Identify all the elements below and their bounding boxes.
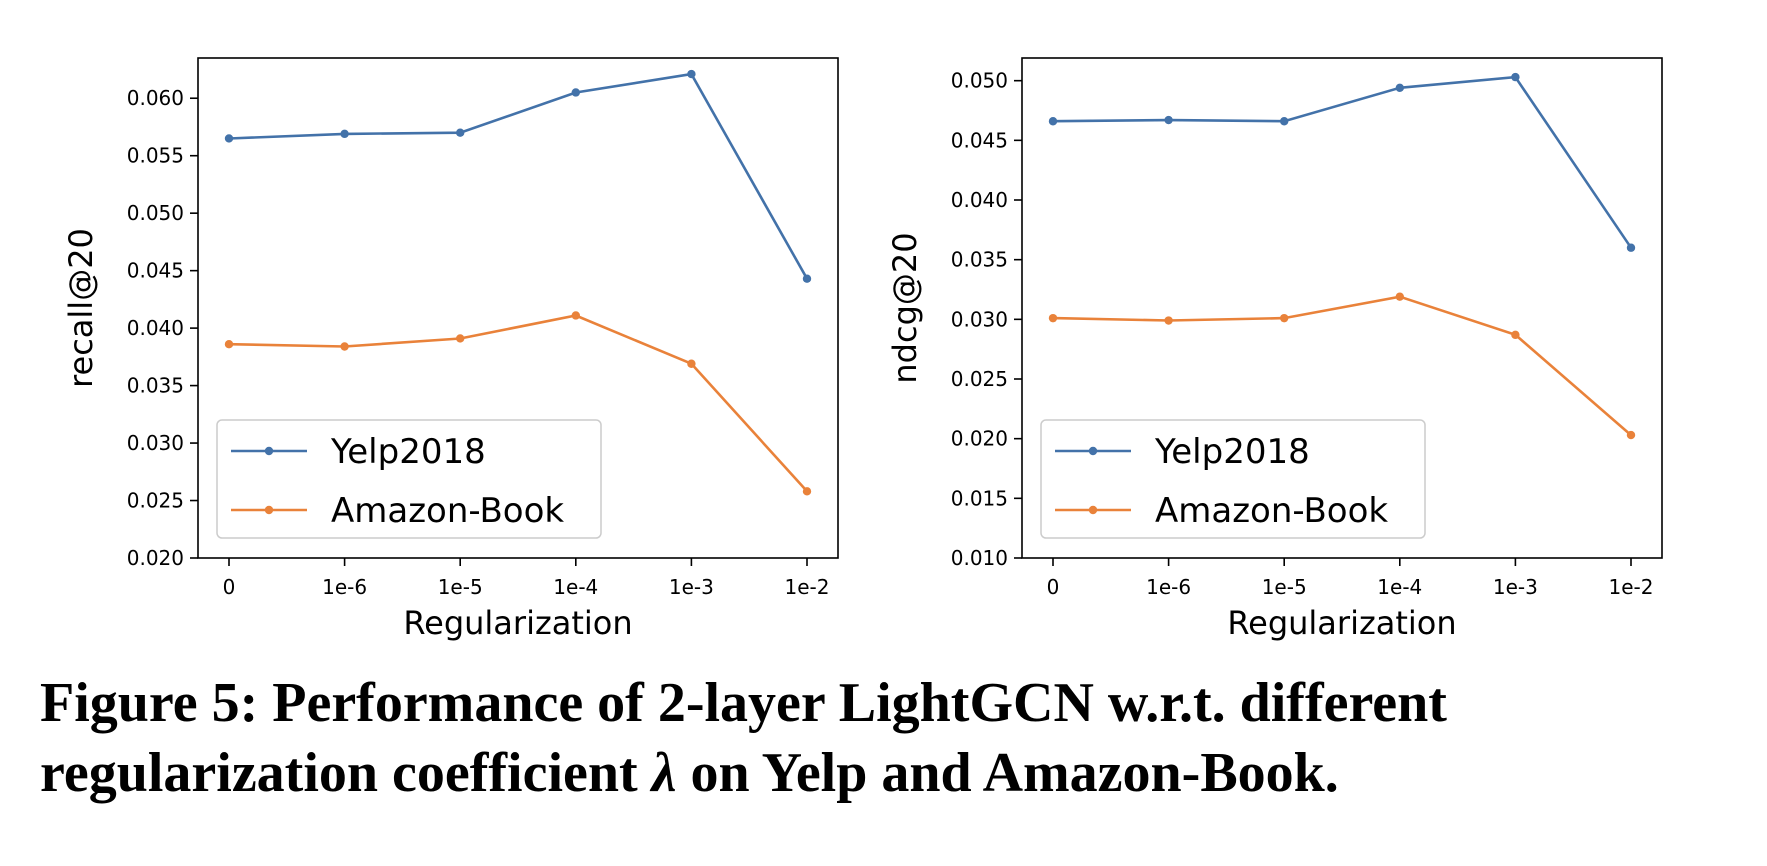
legend-label: Yelp2018 — [330, 432, 486, 472]
legend: Yelp2018 Amazon-Book — [216, 419, 602, 539]
y-tick-label: 0.050 — [951, 69, 1008, 93]
x-tick-label: 0 — [1047, 575, 1060, 599]
y-tick-label: 0.030 — [127, 431, 184, 455]
data-point — [1280, 117, 1289, 126]
data-point — [224, 134, 234, 143]
caption-line-2: regularization coefficient λ on Yelp and… — [40, 738, 1740, 808]
data-point — [1395, 83, 1405, 93]
plot-frame — [1021, 57, 1663, 559]
y-tick-label: 0.040 — [951, 188, 1008, 212]
plot-frame — [197, 57, 839, 559]
x-tick-label: 1e-4 — [1377, 575, 1422, 599]
y-tick-label: 0.015 — [951, 486, 1008, 510]
legend-marker — [1088, 505, 1098, 515]
x-tick-label: 1e-6 — [1146, 575, 1191, 599]
data-point — [1164, 115, 1173, 125]
data-point — [802, 487, 812, 496]
y-axis-label: recall@20 — [62, 228, 100, 388]
data-point — [571, 311, 580, 320]
data-point — [224, 340, 234, 349]
data-point — [802, 274, 812, 283]
series-line — [1052, 75, 1633, 249]
data-point — [687, 69, 696, 79]
x-tick-label: 1e-3 — [1493, 575, 1538, 599]
x-tick-label: 1e-3 — [669, 575, 714, 599]
chart-panel-1: 0.020 0.025 0.030 0.035 0.040 0.045 0.050 0.055… — [62, 57, 839, 642]
caption-line-1: Figure 5: Performance of 2-layer LightGC… — [40, 672, 1447, 734]
y-tick-label: 0.035 — [951, 248, 1008, 272]
caption-line-2-start: regularization coefficient — [40, 742, 652, 804]
y-tick-label: 0.035 — [127, 374, 184, 398]
data-point — [1626, 243, 1636, 252]
data-point — [1511, 330, 1520, 340]
caption-line-2-end: on Yelp and Amazon-Book. — [676, 742, 1339, 804]
data-point — [1048, 117, 1058, 126]
data-point — [456, 334, 465, 343]
legend-label: Amazon-Book — [1155, 491, 1388, 531]
x-tick-label: 1e-5 — [1262, 575, 1307, 599]
data-point — [456, 128, 465, 137]
x-tick-label: 0 — [223, 575, 236, 599]
data-point — [1395, 292, 1405, 301]
y-tick-label: 0.040 — [127, 316, 184, 340]
x-tick-label: 1e-4 — [553, 575, 598, 599]
data-point — [1511, 72, 1520, 82]
x-tick-label: 1e-2 — [785, 575, 830, 599]
y-axis-label: ndcg@20 — [886, 232, 924, 383]
y-tick-label: 0.010 — [951, 546, 1008, 570]
legend-marker — [264, 446, 274, 456]
legend-box — [1040, 419, 1426, 539]
x-tick-label: 1e-5 — [438, 575, 483, 599]
data-point — [1048, 313, 1058, 323]
legend-label: Yelp2018 — [1154, 432, 1310, 472]
legend-marker — [1088, 446, 1098, 456]
lambda-symbol: λ — [651, 742, 677, 804]
x-axis-label: Regularization — [1227, 604, 1456, 642]
x-tick-label: 1e-6 — [322, 575, 367, 599]
x-axis-label: Regularization — [403, 604, 632, 642]
series-line — [228, 72, 809, 280]
y-tick-label: 0.055 — [127, 144, 184, 168]
y-tick-label: 0.025 — [127, 489, 184, 513]
y-tick-label: 0.020 — [127, 546, 184, 570]
y-tick-label: 0.045 — [951, 128, 1008, 152]
y-tick-label: 0.025 — [951, 367, 1008, 391]
data-point — [340, 342, 349, 351]
series-line — [228, 314, 808, 493]
series-line — [1052, 295, 1632, 437]
figure-caption: Figure 5: Performance of 2-layer LightGC… — [40, 668, 1740, 808]
data-point — [1626, 430, 1636, 440]
y-tick-label: 0.020 — [951, 427, 1008, 451]
legend-marker — [264, 505, 274, 515]
x-tick-label: 1e-2 — [1609, 575, 1654, 599]
legend: Yelp2018 Amazon-Book — [1040, 419, 1426, 539]
legend-box — [216, 419, 602, 539]
data-point — [340, 129, 349, 139]
legend-label: Amazon-Book — [331, 491, 564, 531]
chart-panel-2: 0.010 0.015 0.020 0.025 0.030 0.035 0.040 0.045… — [886, 57, 1663, 642]
data-point — [571, 88, 580, 97]
y-tick-label: 0.060 — [127, 86, 184, 110]
data-point — [687, 359, 696, 368]
charts-canvas: 0.020 0.025 0.030 0.035 0.040 0.045 0.050 0.055… — [62, 57, 1663, 642]
data-point — [1164, 316, 1173, 325]
y-tick-label: 0.045 — [127, 259, 184, 283]
y-tick-label: 0.030 — [951, 307, 1008, 331]
y-tick-label: 0.050 — [127, 201, 184, 225]
data-point — [1280, 313, 1289, 323]
